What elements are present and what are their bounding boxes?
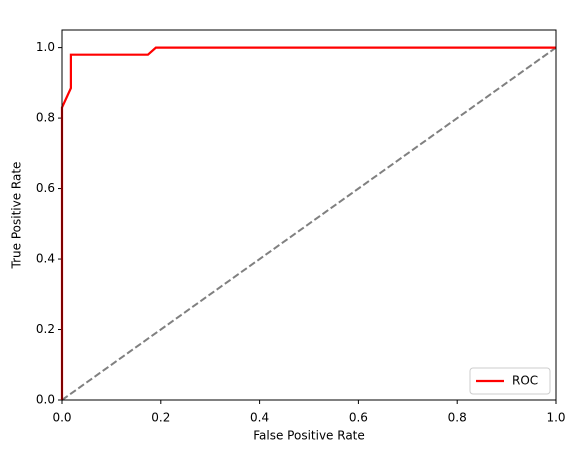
x-tick-label: 0.8 [448, 411, 467, 425]
y-tick-label: 0.4 [36, 252, 55, 266]
plot-frame [61, 29, 557, 401]
legend-box [469, 367, 551, 395]
y-tick-label: 0.0 [36, 393, 55, 407]
x-axis-label: False Positive Rate [253, 429, 365, 443]
x-tick-label: 0.0 [52, 411, 71, 425]
x-tick-label: 0.6 [349, 411, 368, 425]
x-tick-label: 1.0 [546, 411, 565, 425]
y-tick-label: 1.0 [36, 40, 55, 54]
y-tick-label: 0.6 [36, 181, 55, 195]
x-tick-label: 0.4 [250, 411, 269, 425]
y-axis-label: True Positive Rate [10, 162, 24, 270]
y-tick-label: 0.2 [36, 322, 55, 336]
x-tick-label: 0.2 [151, 411, 170, 425]
y-tick-label: 0.8 [36, 111, 55, 125]
legend-label: ROC [512, 374, 538, 388]
reference-line [61, 46, 557, 401]
